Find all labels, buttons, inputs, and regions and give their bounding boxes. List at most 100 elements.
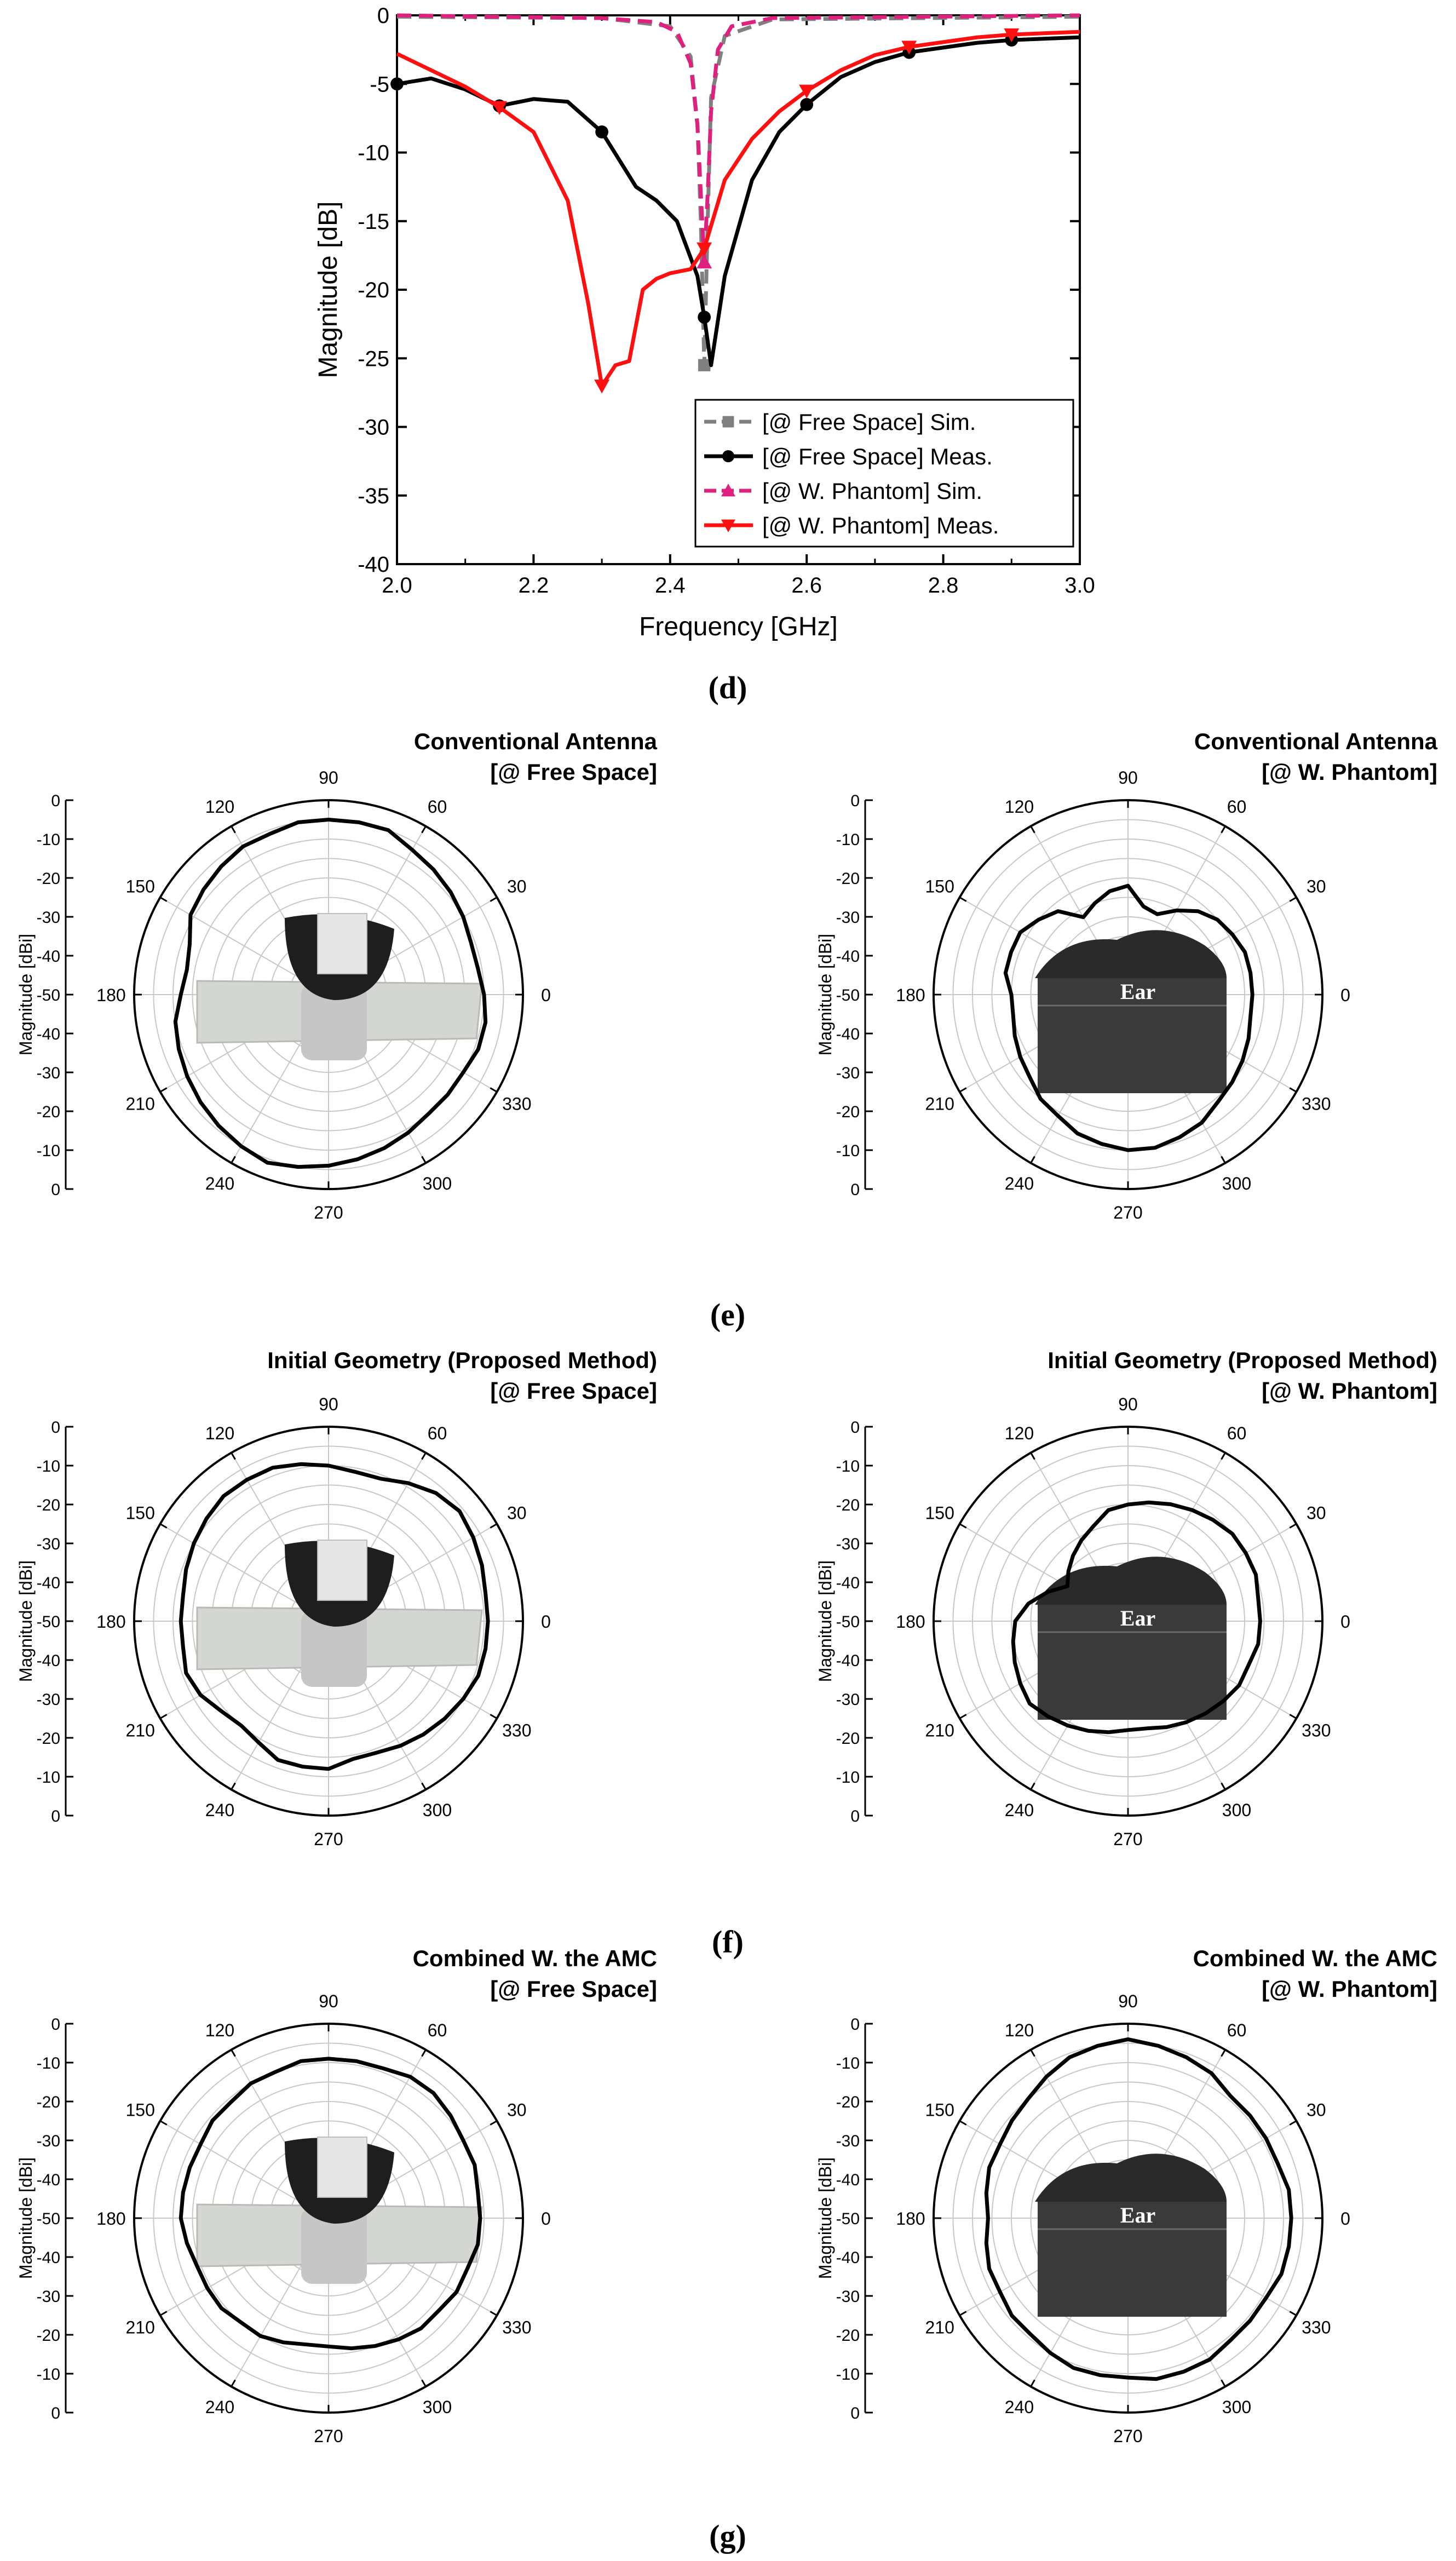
angle-tick-label: 30 — [507, 877, 527, 897]
radial-tick-label: -50 — [836, 2210, 860, 2228]
angle-tick-label: 60 — [428, 1423, 447, 1443]
angle-tick-label: 270 — [314, 1203, 343, 1222]
radial-tick-label: 0 — [51, 792, 60, 810]
polar-title-line: [@ W. Phantom] — [1262, 1378, 1437, 1404]
y-tick-label: 0 — [377, 4, 389, 28]
angle-tick-label: 270 — [314, 1829, 343, 1849]
angle-tick-label: 330 — [502, 1721, 531, 1741]
angle-tick-label: 120 — [1005, 1423, 1034, 1443]
radial-tick-label: -50 — [836, 1613, 860, 1631]
angle-tick-label: 150 — [125, 2100, 154, 2120]
series-marker — [698, 359, 711, 371]
angle-tick-label: 180 — [96, 985, 125, 1005]
angle-tick — [959, 1087, 967, 1093]
ear-shape — [1035, 1557, 1227, 1605]
angle-tick — [159, 1714, 168, 1719]
caption-g: (g) — [709, 2518, 746, 2554]
angle-tick-label: 240 — [205, 1174, 234, 1193]
angle-tick — [231, 1156, 236, 1164]
angle-tick — [959, 1714, 967, 1719]
angle-tick — [231, 1782, 236, 1790]
radial-tick-label: -40 — [37, 2249, 60, 2267]
angle-tick-label: 210 — [125, 1721, 154, 1741]
angle-tick-label: 90 — [1118, 1394, 1138, 1414]
y-tick-label: -40 — [358, 553, 389, 577]
radial-tick-label: -30 — [37, 1691, 60, 1709]
angle-tick — [959, 897, 967, 902]
angle-tick-label: 180 — [96, 1612, 125, 1632]
legend-label: [@ W. Phantom] Meas. — [762, 513, 999, 538]
legend-item: [@ W. Phantom] Sim. — [704, 478, 982, 504]
angle-tick-label: 150 — [925, 2100, 954, 2120]
earbud-tape — [317, 2137, 367, 2198]
earbud-stem — [301, 2207, 367, 2284]
y-tick-label: -10 — [358, 141, 389, 165]
angle-tick — [1289, 2120, 1297, 2126]
caption-f: (f) — [712, 1924, 744, 1960]
radial-tick-label: 0 — [850, 2404, 860, 2422]
angle-tick — [1221, 2379, 1226, 2387]
angle-tick-label: 330 — [1302, 2318, 1331, 2338]
radial-tick-label: -40 — [37, 1574, 60, 1592]
angle-tick-label: 330 — [1302, 1721, 1331, 1741]
x-tick-label: 2.8 — [928, 573, 959, 598]
angle-tick — [159, 1523, 168, 1529]
angle-tick — [159, 897, 168, 902]
radial-tick-label: -30 — [836, 1691, 860, 1709]
angle-tick — [1289, 897, 1297, 902]
x-tick-label: 2.4 — [655, 573, 686, 598]
legend-marker — [721, 519, 735, 532]
angle-tick-label: 210 — [125, 2318, 154, 2338]
legend-item: [@ Free Space] Meas. — [704, 444, 993, 469]
angle-tick — [231, 1452, 236, 1460]
angle-tick-label: 90 — [319, 1991, 338, 2011]
radial-tick-label: -10 — [836, 1142, 860, 1160]
angle-tick-label: 180 — [896, 2209, 925, 2229]
radiation-pattern-trace — [179, 2057, 482, 2351]
earbud-stem — [301, 1610, 367, 1687]
angle-tick-label: 210 — [925, 2318, 954, 2338]
angle-tick-label: 120 — [205, 2020, 234, 2040]
angle-tick-label: 300 — [423, 1800, 452, 1820]
radial-tick-label: -20 — [836, 1730, 860, 1748]
radial-tick-label: -20 — [37, 1730, 60, 1748]
polar-chart-e-left: 0 30 60 90 120 150 180 210 240 270 300 330 0 -10 -20 -3… — [16, 728, 658, 1222]
series-line — [396, 35, 1080, 368]
polar-chart-e-right: 0 30 60 90 120 150 180 210 240 270 300 330 0 -10 -20 -3… — [815, 728, 1438, 1222]
angle-tick-label: 300 — [1222, 2397, 1251, 2417]
radial-tick-label: -20 — [37, 1496, 60, 1514]
angle-tick-label: 30 — [1307, 877, 1326, 897]
angle-tick-label: 60 — [1227, 1423, 1247, 1443]
earbud-tape — [317, 913, 367, 974]
series-4 — [396, 28, 1080, 394]
y-tick-label: -20 — [358, 278, 389, 302]
polar-chart-g-left: 0 30 60 90 120 150 180 210 240 270 300 330 0 -10 -20 -3… — [16, 1945, 657, 2446]
angle-tick-label: 0 — [1340, 1612, 1350, 1632]
angle-tick-label: 120 — [1005, 797, 1034, 817]
phantom-block — [1038, 978, 1227, 1093]
angle-tick — [1221, 825, 1226, 834]
angle-tick — [490, 2120, 498, 2126]
angle-tick — [490, 1523, 498, 1529]
radial-tick-label: -10 — [836, 2365, 860, 2384]
angle-tick — [1221, 1782, 1226, 1790]
series-line — [396, 30, 1080, 388]
angle-tick — [959, 1523, 967, 1529]
radial-tick-label: -10 — [37, 1768, 60, 1787]
radial-tick-label: -50 — [836, 986, 860, 1004]
y-tick-label: -30 — [358, 416, 389, 440]
series-marker — [901, 41, 917, 55]
radial-tick-label: 0 — [51, 2404, 60, 2422]
angle-tick — [159, 2120, 168, 2126]
y-tick-label: -35 — [358, 484, 389, 508]
radial-tick-label: -30 — [836, 1535, 860, 1553]
radial-tick-label: -40 — [836, 2249, 860, 2267]
ear-label: Ear — [1120, 2203, 1155, 2227]
angle-tick — [421, 1156, 427, 1164]
angle-tick-label: 60 — [428, 2020, 447, 2040]
radial-tick-label: -20 — [836, 1496, 860, 1514]
x-tick-label: 3.0 — [1064, 573, 1095, 598]
radial-tick-label: -20 — [37, 1103, 60, 1121]
angle-tick — [231, 2379, 236, 2387]
